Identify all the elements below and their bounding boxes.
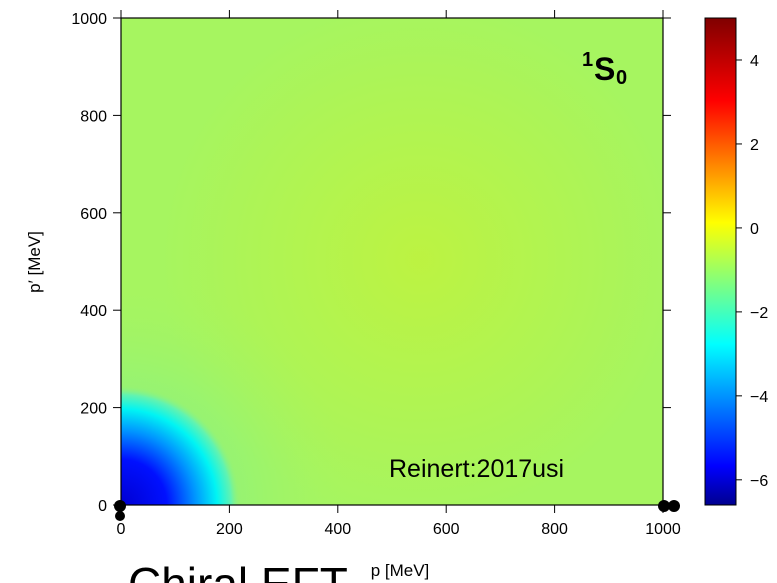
reference-annotation: Reinert:2017usi — [389, 455, 564, 483]
y-tick-label: 1000 — [71, 11, 107, 28]
colorbar-tick-label: 2 — [750, 137, 759, 154]
heatmap-minimum — [121, 18, 663, 505]
heatmap-surface — [121, 18, 663, 505]
channel-label-sup: 1 — [582, 49, 593, 71]
colorbar-tick-label: −4 — [750, 389, 768, 406]
corner-marker — [668, 500, 680, 512]
y-axis: 0 200 400 600 800 1000 — [71, 11, 671, 515]
footer-text: Chiral EFT — [128, 558, 348, 583]
y-tick-label: 200 — [80, 401, 107, 418]
x-axis: 0 200 400 600 800 1000 — [117, 10, 681, 538]
colorbar: 4 2 0 −2 −4 −6 — [704, 17, 768, 506]
colorbar-gradient — [704, 17, 737, 506]
colorbar-ticks: 4 2 0 −2 −4 −6 — [736, 53, 768, 490]
channel-label: 1 S 0 — [582, 49, 627, 89]
channel-label-sub: 0 — [616, 67, 627, 89]
colorbar-tick-label: −6 — [750, 473, 768, 490]
corner-marker — [114, 500, 126, 512]
y-tick-label: 400 — [80, 303, 107, 320]
x-axis-label: p [MeV] — [371, 561, 430, 580]
colorbar-tick-label: 4 — [750, 53, 759, 70]
x-tick-label: 200 — [216, 521, 243, 538]
y-tick-label: 0 — [98, 498, 107, 515]
y-tick-label: 600 — [80, 206, 107, 223]
colorbar-tick-label: −2 — [750, 305, 768, 322]
channel-label-main: S — [594, 51, 615, 87]
colorbar-tick-label: 0 — [750, 221, 759, 238]
x-tick-label: 400 — [324, 521, 351, 538]
x-tick-label: 600 — [433, 521, 460, 538]
corner-marker — [115, 511, 125, 521]
x-tick-label: 800 — [541, 521, 568, 538]
corner-marker — [658, 500, 670, 512]
x-tick-label: 1000 — [645, 521, 681, 538]
x-tick-label: 0 — [117, 521, 126, 538]
corner-markers — [114, 500, 680, 521]
y-tick-label: 800 — [80, 108, 107, 125]
y-axis-label: p′ [MeV] — [25, 231, 44, 293]
plot-frame — [120, 17, 664, 506]
